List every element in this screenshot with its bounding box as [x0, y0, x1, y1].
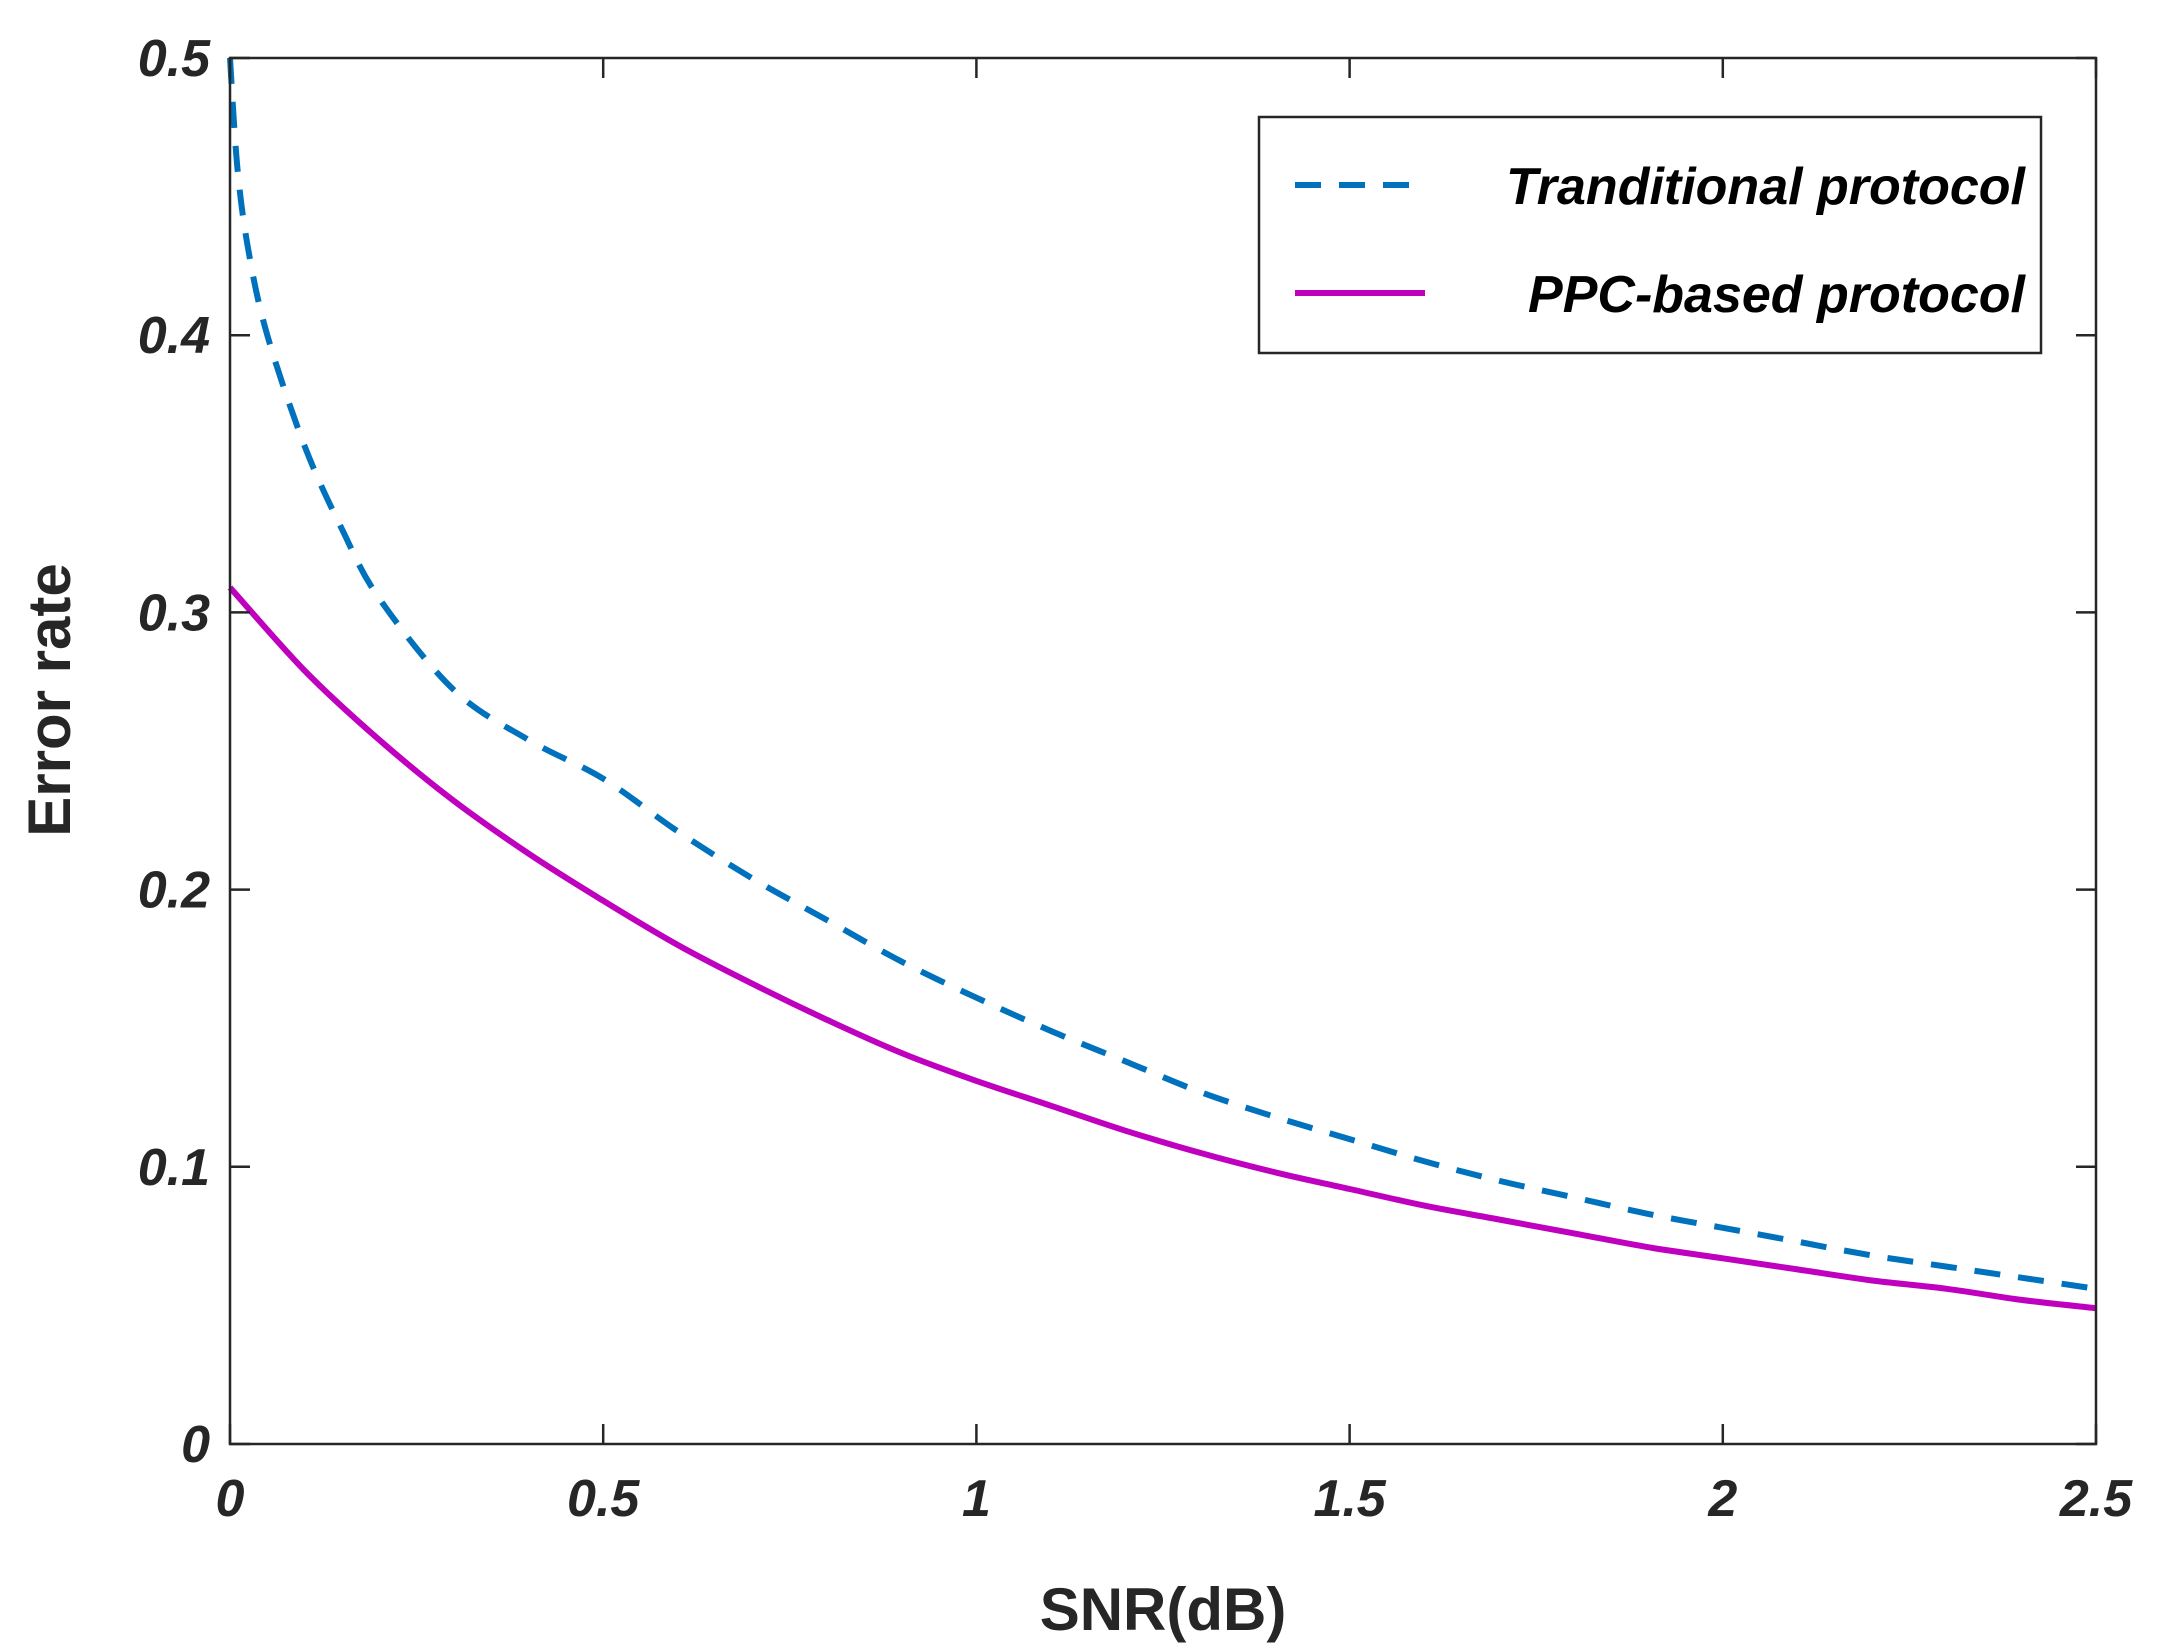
- x-tick-label: 1.5: [1313, 1470, 1386, 1528]
- y-tick-label: 0.2: [138, 862, 210, 920]
- plot-frame: [228, 56, 2098, 1446]
- series-layer: [227, 57, 2097, 1312]
- y-tick-label: 0.5: [138, 30, 211, 88]
- y-tick-label: 0: [181, 1416, 210, 1474]
- x-tick-label: 0: [216, 1470, 245, 1528]
- x-tick-label: 0.5: [567, 1470, 640, 1528]
- y-tick-label: 0.4: [138, 307, 210, 365]
- y-axis-title: Error rate: [16, 563, 83, 836]
- x-axis-title: SNR(dB): [1040, 1576, 1287, 1643]
- x-tick-label: 1: [962, 1470, 991, 1528]
- legend-label-2: PPC-based protocol: [1528, 266, 2026, 324]
- y-tick-label: 0.3: [138, 584, 210, 642]
- series-line-2: [227, 585, 2097, 1312]
- x-tick-label: 2.5: [2059, 1470, 2133, 1528]
- series-line-1: [227, 57, 2097, 1292]
- ticks-layer: 0 0.5 1 1.5 2 2.5 0 0.1 0.2 0.3 0.4 0.5: [138, 30, 2134, 1528]
- x-tick-label: 2: [1707, 1470, 1737, 1528]
- y-tick-label: 0.1: [138, 1139, 210, 1197]
- legend-label-1: Tranditional protocol: [1506, 158, 2027, 216]
- legend: Tranditional protocol PPC-based protocol: [1257, 115, 2043, 355]
- legend-box: [1257, 115, 2043, 355]
